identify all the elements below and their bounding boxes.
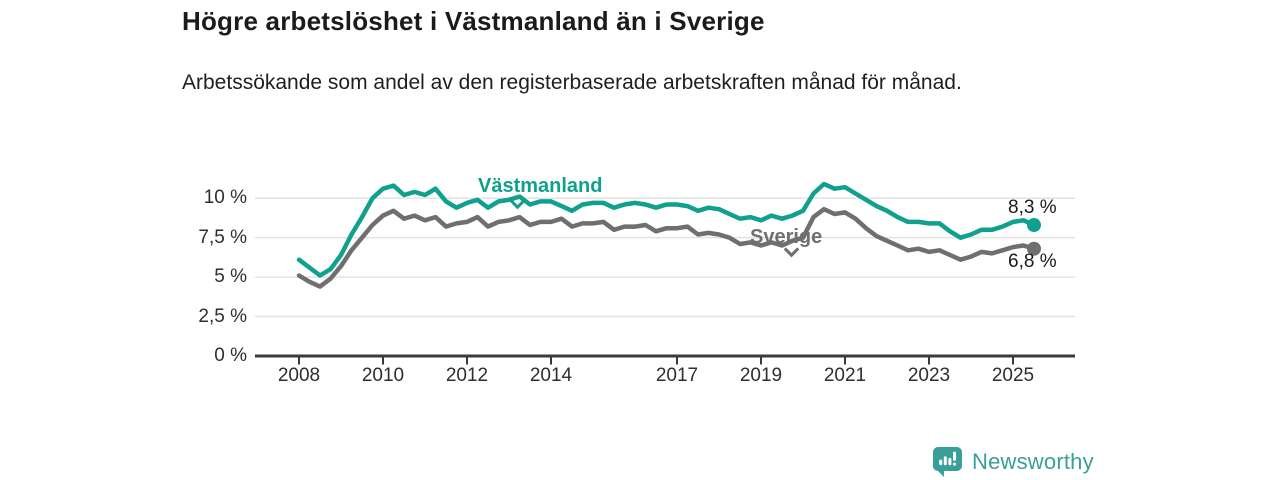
brand-name: Newsworthy [972,449,1094,474]
newsworthy-logo-icon [933,447,962,477]
y-tick-label: 2,5 % [198,305,247,327]
x-tick-label: 2014 [529,365,573,386]
x-tick-label: 2019 [739,365,783,386]
y-tick-label: 0 % [214,345,247,366]
x-tick-label: 2021 [823,365,867,386]
x-tick-label: 2025 [991,365,1035,386]
y-tick-label: 7,5 % [198,226,247,248]
value-label-sverige: 6,8 % [1008,251,1057,272]
value-label-vastmanland: 8,3 % [1008,197,1057,218]
x-tick-label: 2008 [277,365,321,386]
series-label-vastmanland: Västmanland [478,175,603,197]
x-tick-label: 2017 [655,365,699,386]
x-tick-label: 2023 [907,365,951,386]
series-line-västmanland [296,181,1037,278]
series-end-dot-västmanland [1027,218,1041,233]
brand-attribution[interactable]: Newsworthy [933,446,1094,478]
x-tick-label: 2010 [361,365,405,386]
x-tick-label: 2012 [445,365,489,386]
page-subtitle: Arbetssökande som andel av den registerb… [182,71,962,94]
series-label-sverige: Sverige [750,226,823,248]
y-tick-label: 10 % [203,187,247,209]
page-title: Högre arbetslöshet i Västmanland än i Sv… [182,6,765,36]
series-line-sverige [296,206,1037,289]
y-tick-label: 5 % [214,266,247,288]
series-end-dot-sverige [1027,241,1041,256]
